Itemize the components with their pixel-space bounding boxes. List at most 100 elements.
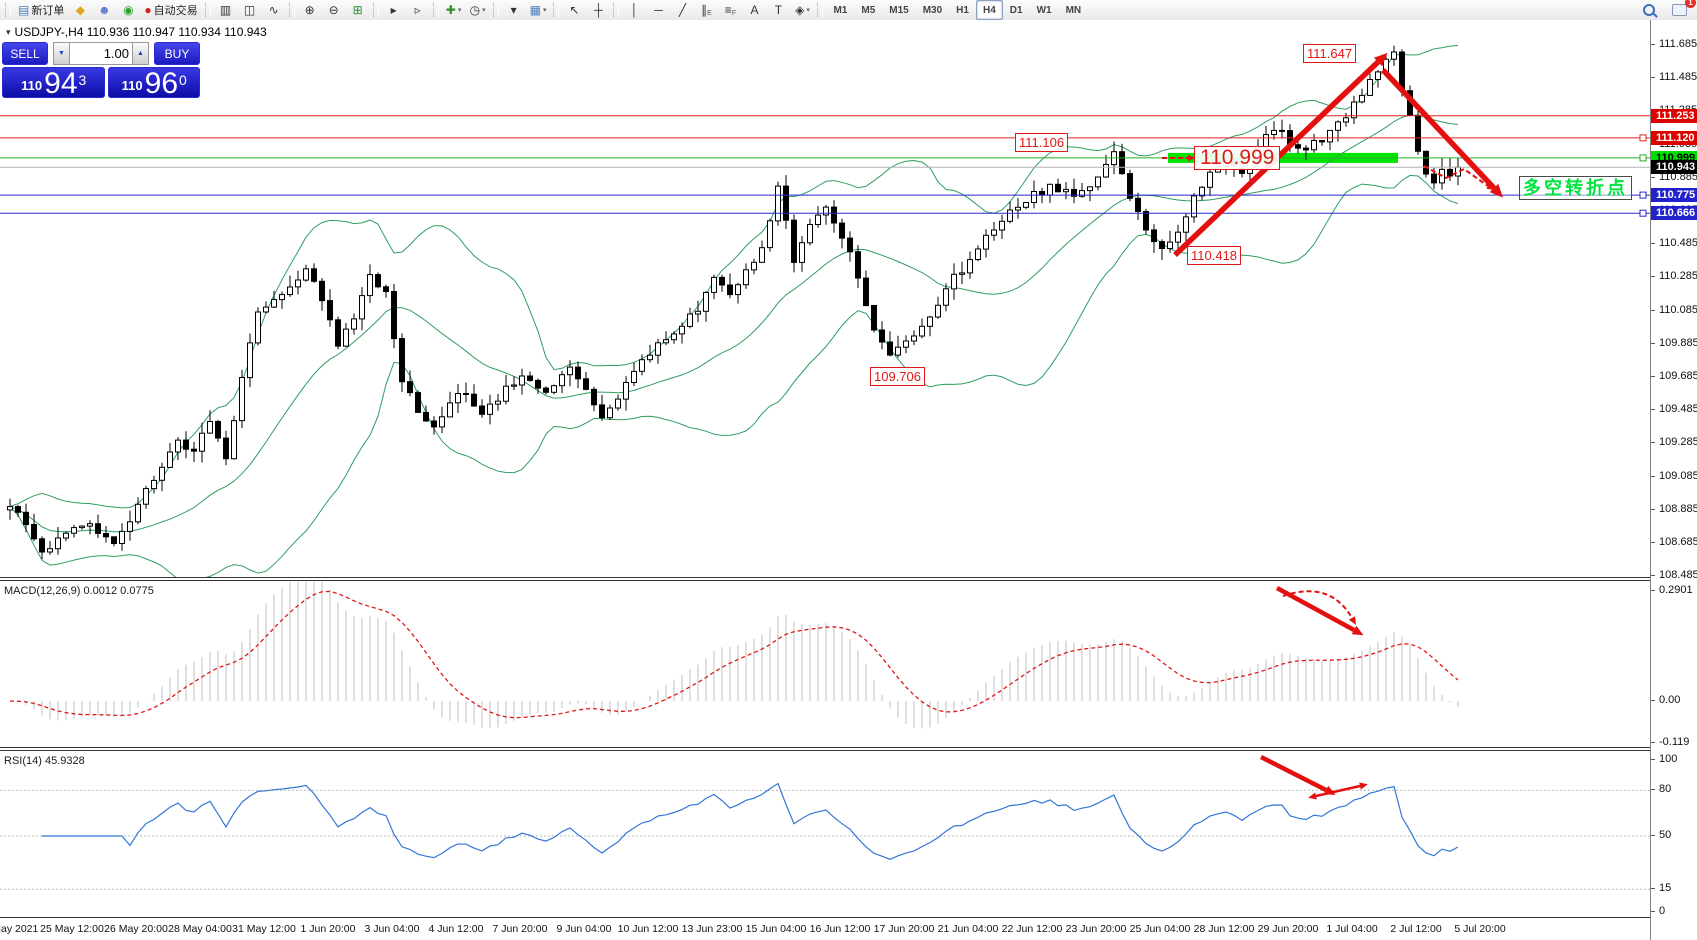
main-toolbar: ▤ 新订单 ◆ ☻ ◉ ● 自动交易 ▥ ◫ ∿ ⊕ ⊖ ⊞ ▸ ▹ ✚ ▾ ◷ ▾ ▾ ▦ ▾ ↖ ┼ │ ─ ╱ ∥ E ≡ F A T ◈ ▾… — [0, 0, 1697, 21]
axis-tick-mark — [1651, 789, 1655, 791]
toolbar-separator — [372, 3, 379, 17]
axis-tick-mark — [1651, 77, 1655, 79]
axis-tick-label: 0 — [1659, 905, 1666, 917]
time-axis-label: 21 Jun 04:00 — [937, 923, 999, 935]
turning-point-label[interactable]: 多空转折点 — [1519, 176, 1632, 200]
signal-icon[interactable]: ◉ — [123, 3, 134, 17]
line-chart-button[interactable]: ∿ — [268, 3, 279, 17]
zoom-out-button[interactable]: ⊖ — [328, 3, 339, 17]
pane-separator[interactable] — [0, 577, 1650, 581]
time-axis-label: 1 Jul 04:00 — [1326, 923, 1378, 935]
vline-tool-button[interactable]: │ — [630, 3, 639, 17]
chart-icon: ▾ — [6, 26, 11, 37]
axis-tick-label: 100 — [1659, 753, 1678, 765]
buy-price-display[interactable]: 110 96 0 — [108, 67, 200, 99]
rsi-indicator-label: RSI(14) 45.9328 — [4, 755, 85, 767]
shapes-dropdown-button[interactable]: ◈ ▾ — [795, 3, 810, 17]
time-axis-label: 22 Jun 12:00 — [1001, 923, 1063, 935]
axis-tick-label: 50 — [1659, 829, 1672, 841]
symbol-ohlc-text: USDJPY-,H4 110.936 110.947 110.934 110.9… — [14, 25, 267, 39]
time-axis-label: 9 Jun 04:00 — [556, 923, 612, 935]
axis-tick-label: 110.085 — [1659, 303, 1697, 316]
tf-d1-button[interactable]: D1 — [1009, 4, 1023, 16]
tf-m1-button[interactable]: M1 — [833, 4, 848, 16]
crosshair-tool-button[interactable]: ┼ — [594, 3, 603, 17]
tf-m30-button[interactable]: M30 — [922, 4, 943, 16]
hline-tool-button[interactable]: ─ — [654, 3, 663, 17]
axis-tick-label: 108.685 — [1659, 536, 1697, 549]
tf-mn-button[interactable]: MN — [1065, 4, 1082, 16]
bar-chart-button[interactable]: ▥ — [219, 3, 232, 17]
add-indicator-button[interactable]: ✚ ▾ — [445, 3, 462, 17]
price-tag: 110.775 — [1651, 188, 1697, 202]
new-order-button[interactable]: ▤ 新订单 — [18, 3, 65, 17]
axis-tick-label: 111.685 — [1659, 38, 1697, 51]
profile-icon[interactable]: ☻ — [98, 3, 111, 17]
cursor-tool-button[interactable]: ↖ — [569, 3, 580, 17]
tile-windows-button[interactable]: ⊞ — [352, 3, 363, 17]
axis-tick-mark — [1651, 376, 1655, 378]
volume-increase-button[interactable]: ▲ — [132, 42, 149, 65]
key-level-price-label[interactable]: 110.999 — [1194, 146, 1281, 170]
toolbar-separator — [492, 3, 499, 17]
auto-trading-button[interactable]: ● 自动交易 — [144, 3, 198, 17]
template-button[interactable]: ▦ ▾ — [529, 3, 547, 17]
high-price-label[interactable]: 111.647 — [1303, 44, 1357, 63]
pane-separator[interactable] — [0, 747, 1650, 751]
time-axis-line — [0, 917, 1650, 918]
toolbar-separator — [204, 3, 211, 17]
time-axis-label: 1 Jun 20:00 — [300, 923, 356, 935]
ingot-icon[interactable]: ◆ — [75, 3, 85, 17]
macd-pane-canvas[interactable] — [0, 582, 1650, 748]
toolbar-right-group: 1 — [1637, 0, 1696, 20]
period-clock-button[interactable]: ◷ ▾ — [469, 3, 486, 17]
one-click-trading-panel: SELL ▼ ▲ BUY 110 94 3 110 96 0 — [2, 42, 200, 99]
volume-input[interactable] — [70, 42, 132, 65]
chart-shift-button[interactable]: ▹ — [414, 3, 421, 17]
axis-tick-mark — [1651, 276, 1655, 278]
search-button[interactable] — [1637, 0, 1661, 20]
text-tool-button[interactable]: A — [750, 3, 759, 17]
support-price-label[interactable]: 109.706 — [870, 367, 925, 386]
axis-tick-label: 109.085 — [1659, 469, 1697, 482]
symbols-dropdown-button[interactable]: ▾ — [510, 3, 517, 17]
tf-h1-button[interactable]: H1 — [956, 4, 969, 16]
toolbar-separator — [5, 3, 11, 17]
axis-tick-mark — [1651, 742, 1655, 743]
price-chart-canvas[interactable] — [0, 20, 1650, 578]
tf-h4-button[interactable]: H4 — [975, 0, 1003, 20]
auto-scroll-button[interactable]: ▸ — [390, 3, 397, 17]
axis-tick-mark — [1651, 542, 1655, 544]
label-tool-button[interactable]: T — [774, 3, 783, 17]
chart-symbol-ohlc: ▾ USDJPY-,H4 110.936 110.947 110.934 110… — [6, 25, 267, 39]
candle-chart-button[interactable]: ◫ — [243, 3, 256, 17]
sell-price-display[interactable]: 110 94 3 — [2, 67, 106, 99]
toolbar-separator — [817, 3, 824, 17]
rsi-pane-canvas[interactable] — [0, 752, 1650, 917]
low-price-label[interactable]: 110.418 — [1187, 246, 1242, 265]
time-axis-label: 3 Jun 04:00 — [364, 923, 420, 935]
trendline-tool-button[interactable]: ╱ — [678, 3, 687, 17]
fibonacci-tool-button[interactable]: ≡ F — [724, 3, 737, 17]
time-axis-label: 25 Jun 04:00 — [1129, 923, 1191, 935]
toolbar-separator — [553, 3, 560, 17]
notifications-button[interactable]: 1 — [1667, 0, 1696, 20]
zoom-in-button[interactable]: ⊕ — [304, 3, 315, 17]
chart-window[interactable]: ▾ USDJPY-,H4 110.936 110.947 110.934 110… — [0, 20, 1697, 940]
tf-m15-button[interactable]: M15 — [889, 4, 909, 16]
price-axis[interactable]: 111.685111.485111.285111.085110.885110.6… — [1650, 20, 1697, 940]
volume-decrease-button[interactable]: ▼ — [53, 42, 70, 65]
buy-button[interactable]: BUY — [154, 42, 200, 65]
time-axis-label: 26 May 20:00 — [104, 923, 168, 935]
time-axis-label: 25 May 12:00 — [40, 923, 104, 935]
buy-price-prefix: 110 — [121, 78, 143, 93]
channel-tool-button[interactable]: ∥ E — [701, 3, 712, 17]
tf-w1-button[interactable]: W1 — [1036, 4, 1052, 16]
tf-m5-button[interactable]: M5 — [861, 4, 876, 16]
resistance-price-label[interactable]: 111.106 — [1015, 133, 1069, 152]
axis-tick-mark — [1651, 44, 1655, 46]
sell-button[interactable]: SELL — [2, 42, 48, 65]
axis-tick-label: 109.485 — [1659, 403, 1697, 416]
axis-tick-mark — [1651, 911, 1655, 912]
